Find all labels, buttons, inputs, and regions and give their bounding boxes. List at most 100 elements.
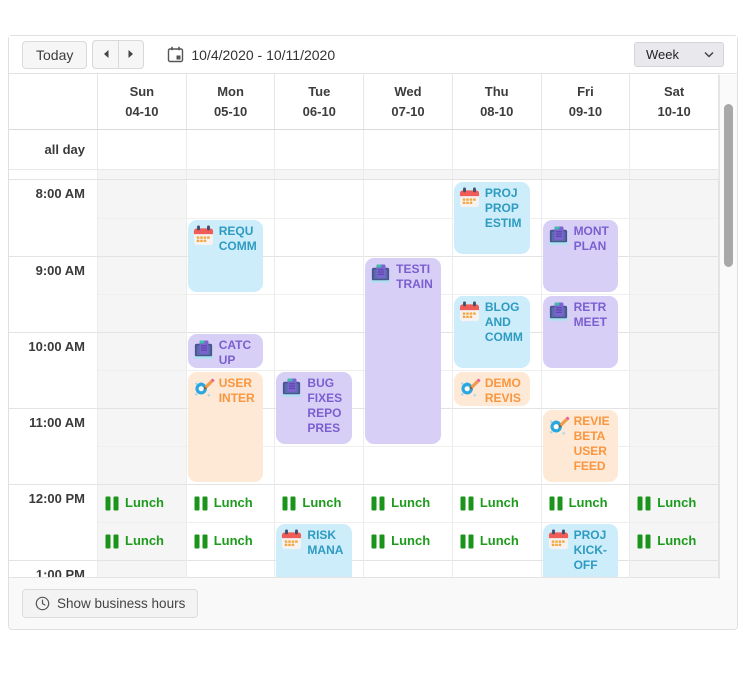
- time-slot-cell[interactable]: [452, 370, 541, 408]
- time-slot-cell[interactable]: [364, 446, 452, 484]
- time-slot-cell[interactable]: [275, 446, 364, 484]
- time-slot-cell[interactable]: [541, 484, 630, 522]
- time-slot-cell[interactable]: [630, 218, 718, 256]
- all-day-cell[interactable]: [629, 130, 718, 169]
- time-slot-cell[interactable]: [364, 522, 452, 560]
- event-blog-and-comm[interactable]: BLOG AND COMM: [453, 296, 530, 368]
- time-slot-cell[interactable]: [630, 370, 718, 408]
- all-day-cell[interactable]: [274, 130, 363, 169]
- time-slot-cell[interactable]: [275, 218, 364, 256]
- time-slot-cell[interactable]: [452, 408, 541, 446]
- time-slot-cell[interactable]: [541, 408, 630, 446]
- time-slot-cell[interactable]: [364, 180, 452, 218]
- time-slot-cell[interactable]: [187, 180, 275, 218]
- time-slot-cell[interactable]: [186, 218, 275, 256]
- event-mont-plan[interactable]: MONT PLAN: [542, 220, 619, 292]
- time-slot-cell[interactable]: [186, 484, 275, 522]
- time-slot-cell[interactable]: [364, 560, 452, 577]
- all-day-cell[interactable]: [540, 130, 630, 169]
- time-slot-cell[interactable]: [630, 522, 718, 560]
- time-slot-cell[interactable]: [98, 256, 186, 294]
- all-day-cell[interactable]: [97, 130, 186, 169]
- next-week-button[interactable]: [118, 40, 145, 69]
- event-catc-up[interactable]: CATC UP: [187, 334, 264, 368]
- event-risk-mana[interactable]: RISK MANA: [276, 524, 353, 577]
- event-lunch[interactable]: Lunch: [454, 524, 530, 558]
- event-lunch[interactable]: Lunch: [631, 524, 707, 558]
- scrollbar-thumb[interactable]: [724, 104, 733, 267]
- event-proj-prop-estim[interactable]: PROJ PROP ESTIM: [453, 182, 530, 254]
- show-business-hours-button[interactable]: Show business hours: [22, 589, 199, 618]
- event-lunch[interactable]: Lunch: [454, 486, 530, 520]
- today-button[interactable]: Today: [22, 40, 88, 69]
- time-slot-cell[interactable]: [275, 522, 364, 560]
- event-revie-beta-user-feed[interactable]: REVIE BETA USER FEED: [542, 410, 619, 482]
- time-slot-cell[interactable]: [541, 294, 630, 332]
- time-slot-cell[interactable]: [630, 408, 718, 446]
- time-slot-cell[interactable]: [452, 560, 541, 577]
- time-slot-cell[interactable]: [186, 332, 275, 370]
- time-slot-cell[interactable]: [541, 370, 630, 408]
- time-slot-cell[interactable]: [630, 332, 718, 370]
- event-user-inter[interactable]: USER INTER: [187, 372, 264, 482]
- event-demo-revis[interactable]: DEMO REVIS: [453, 372, 530, 406]
- event-testi-train[interactable]: TESTI TRAIN: [365, 258, 441, 444]
- event-retr-meet[interactable]: RETR MEET: [542, 296, 619, 368]
- time-slot-cell[interactable]: [275, 332, 364, 370]
- time-slot-cell[interactable]: [275, 484, 364, 522]
- time-slot-cell[interactable]: [98, 522, 186, 560]
- time-slot-cell[interactable]: [275, 370, 364, 408]
- time-slot-cell[interactable]: [452, 484, 541, 522]
- time-slot-cell[interactable]: [452, 522, 541, 560]
- time-slot-cell[interactable]: [98, 218, 186, 256]
- time-slot-cell[interactable]: [98, 446, 186, 484]
- all-day-cell[interactable]: [451, 130, 541, 169]
- event-lunch[interactable]: Lunch: [99, 486, 175, 520]
- all-day-cell[interactable]: [363, 130, 452, 169]
- event-requ-comm[interactable]: REQU COMM: [187, 220, 264, 292]
- event-proj-kick-off[interactable]: PROJ KICK-OFF: [542, 524, 619, 577]
- all-day-cell[interactable]: [185, 130, 275, 169]
- time-slot-cell[interactable]: [186, 560, 275, 577]
- time-slot-cell[interactable]: [630, 484, 718, 522]
- time-slot-cell[interactable]: [452, 446, 541, 484]
- event-lunch[interactable]: Lunch: [276, 486, 352, 520]
- time-slot-cell[interactable]: [98, 560, 186, 577]
- event-lunch[interactable]: Lunch: [365, 524, 441, 558]
- time-slot-cell[interactable]: [98, 294, 186, 332]
- time-slot-cell[interactable]: [541, 218, 630, 256]
- time-slot-cell[interactable]: [98, 484, 186, 522]
- event-lunch[interactable]: Lunch: [365, 486, 441, 520]
- time-slot-cell[interactable]: [98, 408, 186, 446]
- vertical-scrollbar[interactable]: [719, 75, 737, 579]
- time-slot-cell[interactable]: [275, 256, 364, 294]
- time-slot-cell[interactable]: [364, 256, 452, 294]
- event-lunch[interactable]: Lunch: [543, 486, 619, 520]
- time-slot-cell[interactable]: [452, 294, 541, 332]
- event-lunch[interactable]: Lunch: [99, 524, 175, 558]
- time-slot-cell[interactable]: [364, 218, 452, 256]
- time-slot-cell[interactable]: [275, 294, 364, 332]
- event-lunch[interactable]: Lunch: [188, 486, 264, 520]
- time-slot-cell[interactable]: [186, 294, 275, 332]
- time-slot-cell[interactable]: [541, 522, 630, 560]
- time-slot-cell[interactable]: [275, 180, 363, 218]
- time-slot-cell[interactable]: [364, 484, 452, 522]
- event-lunch[interactable]: Lunch: [188, 524, 264, 558]
- time-slot-cell[interactable]: [630, 560, 718, 577]
- time-slot-cell[interactable]: [98, 332, 186, 370]
- time-slot-cell[interactable]: [452, 256, 541, 294]
- time-slot-cell[interactable]: [98, 180, 186, 218]
- event-lunch[interactable]: Lunch: [631, 486, 707, 520]
- event-bug-fixes-repo-pres[interactable]: BUG FIXES REPO PRES: [276, 372, 353, 444]
- time-slot-cell[interactable]: [542, 180, 630, 218]
- view-select-dropdown[interactable]: Week: [634, 42, 724, 67]
- previous-week-button[interactable]: [92, 40, 119, 69]
- time-slot-cell[interactable]: [630, 256, 718, 294]
- time-slot-cell[interactable]: [98, 370, 186, 408]
- time-slot-cell[interactable]: [630, 446, 718, 484]
- time-slot-cell[interactable]: [630, 294, 718, 332]
- time-slot-cell[interactable]: [186, 370, 275, 408]
- time-slot-cell[interactable]: [186, 522, 275, 560]
- time-slot-cell[interactable]: [630, 180, 718, 218]
